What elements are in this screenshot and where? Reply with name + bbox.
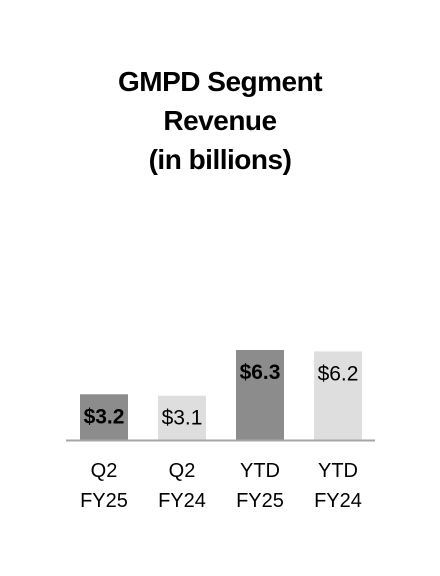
title-line-3: (in billions): [148, 144, 292, 175]
category-label-0-line-1: Q2: [91, 460, 118, 482]
category-label-1-line-2: FY24: [158, 490, 206, 512]
title-line-1: GMPD Segment: [117, 66, 323, 97]
category-label-1-line-1: Q2: [169, 460, 196, 482]
category-label-3-line-1: YTD: [318, 460, 358, 482]
bar-2: [236, 350, 284, 440]
chart-title: GMPD Segment Revenue (in billions): [0, 62, 440, 179]
category-label-0-line-2: FY25: [80, 490, 128, 512]
data-label-3: $6.2: [318, 362, 359, 385]
data-label-2: $6.3: [240, 361, 281, 384]
category-label-2-line-2: FY25: [236, 490, 284, 512]
title-line-2: Revenue: [163, 105, 277, 136]
data-label-1: $3.1: [162, 407, 203, 430]
data-label-0: $3.2: [84, 405, 125, 428]
bar-3: [314, 351, 362, 440]
bar-0: [80, 394, 128, 440]
category-label-3-line-2: FY24: [314, 490, 362, 512]
bar-1: [158, 395, 206, 440]
category-label-2-line-1: YTD: [240, 460, 280, 482]
